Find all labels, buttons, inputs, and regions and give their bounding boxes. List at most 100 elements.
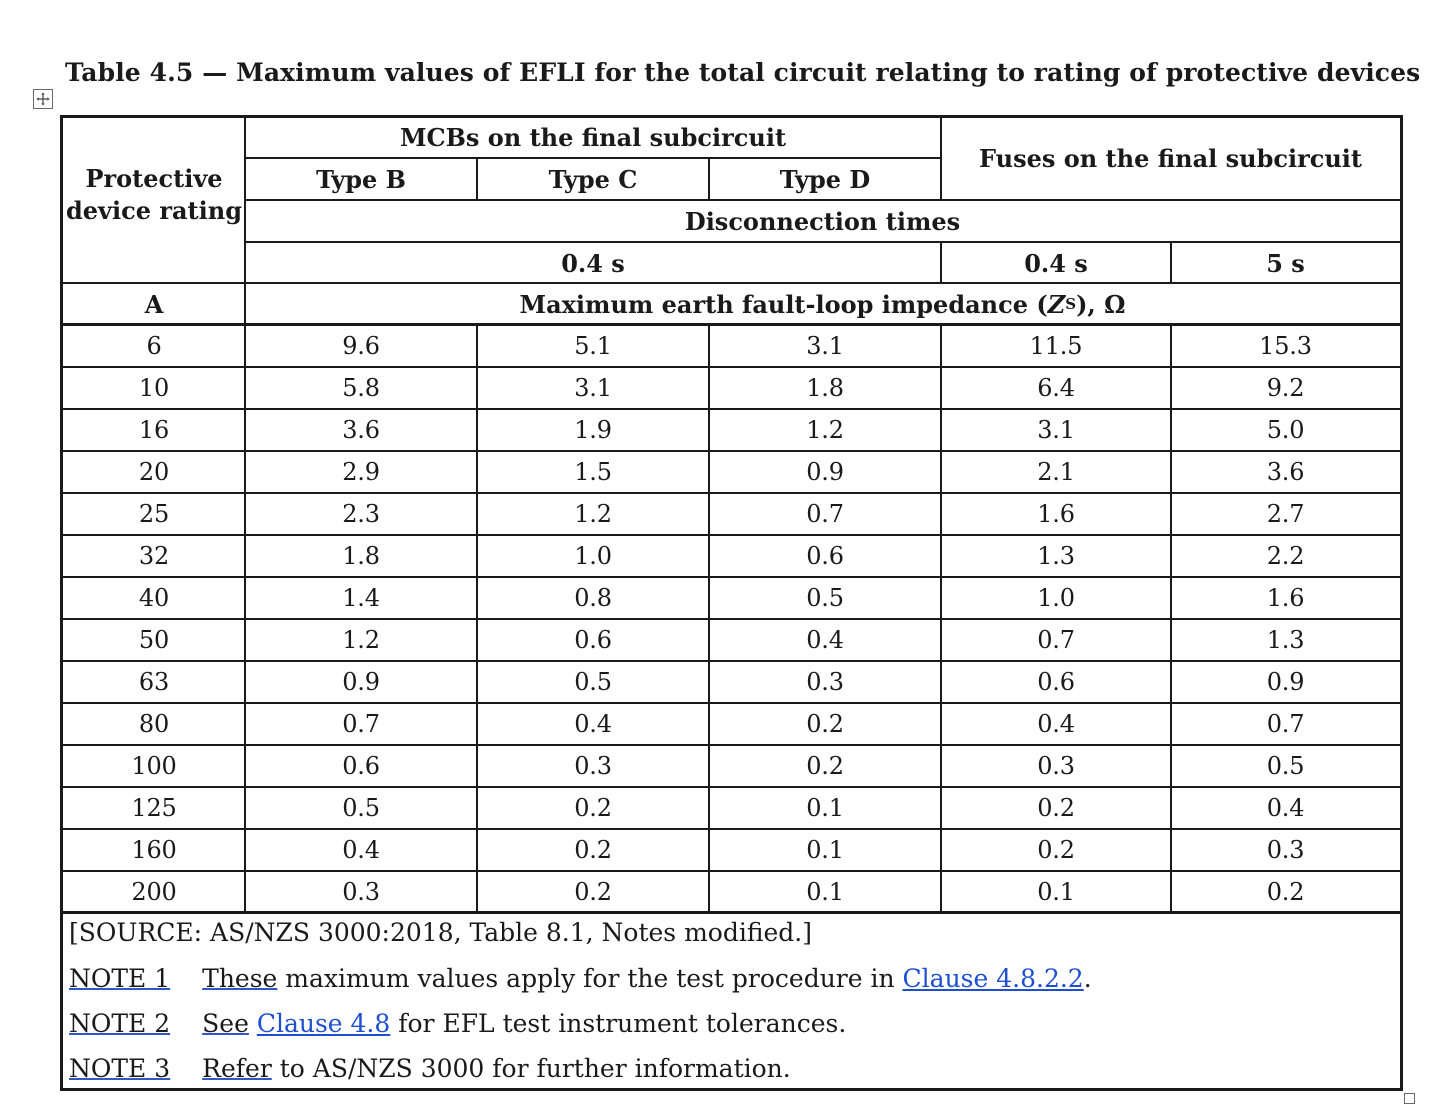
cell-fuse-0-4s: 0.2 — [1037, 793, 1075, 822]
col-rule-body — [940, 325, 942, 911]
cell-fuse-5s: 5.0 — [1266, 415, 1305, 444]
cell-type-c: 0.5 — [574, 667, 612, 696]
row-rule — [63, 408, 1400, 410]
cell-fuse-5s: 0.7 — [1266, 709, 1305, 738]
cell-rating: 50 — [138, 625, 170, 654]
col-rule-body — [244, 325, 246, 911]
cell-fuse-0-4s: 11.5 — [1029, 331, 1083, 360]
row-rule — [63, 660, 1400, 662]
cell-fuse-5s: 2.7 — [1266, 499, 1305, 528]
cell-fuse-5s: 1.3 — [1266, 625, 1305, 654]
row-rule — [63, 576, 1400, 578]
header-protective-device-rating: Protective device rating — [66, 164, 242, 225]
col-rule-type-b-c — [476, 158, 478, 200]
cell-type-d: 0.3 — [806, 667, 844, 696]
header-disconnection-times: Disconnection times — [684, 207, 961, 236]
cell-type-b: 0.9 — [342, 667, 380, 696]
cell-type-b: 0.5 — [342, 793, 380, 822]
source-line: [SOURCE: AS/NZS 3000:2018, Table 8.1, No… — [69, 918, 813, 947]
cell-fuse-0-4s: 0.2 — [1037, 835, 1075, 864]
note-1-word: These — [202, 964, 278, 993]
row-rule — [63, 450, 1400, 452]
cell-fuse-0-4s: 0.6 — [1037, 667, 1075, 696]
cell-type-d: 1.2 — [806, 415, 844, 444]
cell-type-b: 1.8 — [342, 541, 380, 570]
rule-under-mcb-group — [245, 157, 941, 159]
note-2: NOTE 2 See Clause 4.8 for EFL test instru… — [69, 1009, 846, 1038]
row-rule — [63, 534, 1400, 536]
table-resize-handle[interactable] — [1404, 1093, 1415, 1104]
cell-rating: 16 — [138, 415, 170, 444]
cell-fuse-5s: 0.3 — [1266, 835, 1305, 864]
rule-under-disconnection — [245, 241, 1400, 243]
header-time-fuse-long: 5 s — [1266, 248, 1305, 278]
cell-fuse-5s: 9.2 — [1266, 373, 1305, 402]
efli-table[interactable] — [60, 115, 1403, 1091]
cell-fuse-5s: 0.2 — [1266, 877, 1305, 906]
col-rule-mcb-fuse-top — [940, 117, 942, 201]
header-impedance: Maximum earth fault-loop impedance (Z S),… — [245, 284, 1400, 324]
clause-4-8-2-2-link[interactable]: Clause 4.8.2.2 — [902, 964, 1084, 993]
row-rule — [63, 870, 1400, 872]
clause-4-8-link[interactable]: Clause 4.8 — [256, 1009, 391, 1038]
cell-type-c: 1.2 — [574, 499, 612, 528]
cell-type-b: 1.2 — [342, 625, 380, 654]
note-3-label: NOTE 3 — [69, 1054, 171, 1083]
cell-type-d: 0.1 — [806, 877, 844, 906]
cell-type-d: 1.8 — [806, 373, 844, 402]
header-time-mcb: 0.4 s — [561, 248, 625, 278]
row-rule — [63, 702, 1400, 704]
note-1: NOTE 1 These maximum values apply for the… — [69, 964, 1092, 993]
cell-type-b: 0.6 — [342, 751, 380, 780]
cell-rating: 100 — [131, 751, 177, 780]
cell-type-b: 2.3 — [342, 499, 380, 528]
note-3-text: to AS/NZS 3000 for further information. — [271, 1054, 791, 1083]
cell-rating: 63 — [138, 667, 170, 696]
cell-fuse-0-4s: 1.3 — [1037, 541, 1075, 570]
cell-type-d: 0.1 — [806, 835, 844, 864]
cell-type-b: 9.6 — [342, 331, 380, 360]
row-rule — [63, 618, 1400, 620]
cell-type-c: 0.2 — [574, 835, 612, 864]
table-move-handle-icon[interactable] — [33, 89, 53, 109]
cell-type-c: 0.2 — [574, 793, 612, 822]
rule-under-types — [245, 199, 1400, 201]
col-rule-mcb-fuse-times — [940, 242, 942, 283]
cell-rating: 6 — [146, 331, 162, 360]
row-rule — [63, 744, 1400, 746]
header-fuse-group: Fuses on the final subcircuit — [979, 143, 1362, 173]
col-rule-body — [476, 325, 478, 911]
cell-fuse-0-4s: 0.4 — [1037, 709, 1075, 738]
note-1-label: NOTE 1 — [69, 964, 171, 993]
cell-type-c: 1.5 — [574, 457, 612, 486]
cell-fuse-0-4s: 1.6 — [1037, 499, 1075, 528]
cell-rating: 32 — [138, 541, 170, 570]
note-1-text: maximum values apply for the test proced… — [277, 964, 903, 993]
cell-fuse-5s: 0.9 — [1266, 667, 1305, 696]
cell-fuse-5s: 0.5 — [1266, 751, 1305, 780]
cell-type-c: 3.1 — [574, 373, 612, 402]
cell-type-c: 0.8 — [574, 583, 612, 612]
note-3-word: Refer — [202, 1054, 272, 1083]
cell-type-d: 0.5 — [806, 583, 844, 612]
rule-under-times — [63, 282, 1400, 284]
cell-type-d: 0.9 — [806, 457, 844, 486]
rule-table-bottom — [63, 911, 1400, 914]
cell-type-d: 0.7 — [806, 499, 844, 528]
header-type-c: Type C — [548, 165, 638, 194]
row-rule — [63, 366, 1400, 368]
header-unit: A — [144, 289, 164, 319]
note-2-word: See — [202, 1009, 249, 1038]
note-3: NOTE 3 Refer to AS/NZS 3000 for further i… — [69, 1054, 791, 1083]
cell-fuse-0-4s: 6.4 — [1037, 373, 1075, 402]
row-rule — [63, 786, 1400, 788]
cell-type-c: 1.0 — [574, 541, 612, 570]
cell-rating: 200 — [131, 877, 177, 906]
cell-rating: 80 — [138, 709, 170, 738]
cell-type-c: 0.2 — [574, 877, 612, 906]
cell-rating: 20 — [138, 457, 170, 486]
cell-fuse-5s: 1.6 — [1266, 583, 1305, 612]
note-2-label: NOTE 2 — [69, 1009, 171, 1038]
header-mcb-group: MCBs on the final subcircuit — [399, 122, 787, 152]
cell-type-b: 5.8 — [342, 373, 380, 402]
